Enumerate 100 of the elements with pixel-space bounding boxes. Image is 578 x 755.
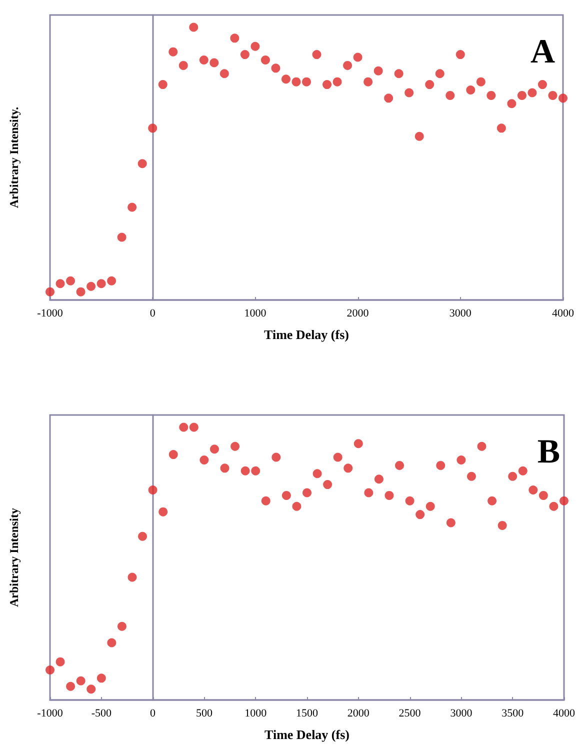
point [86, 282, 96, 291]
point [148, 124, 158, 133]
point [200, 456, 209, 464]
point [302, 488, 312, 498]
point [240, 50, 250, 60]
point [76, 287, 86, 296]
point [96, 674, 106, 683]
point [517, 90, 526, 100]
point [179, 422, 188, 432]
point [354, 439, 363, 448]
point [138, 159, 147, 168]
x-tick-label: -500 [91, 708, 112, 720]
point [507, 99, 516, 108]
point [189, 22, 198, 32]
point [364, 77, 373, 86]
point [128, 572, 137, 582]
point [56, 279, 65, 288]
x-tick-label: 1000 [244, 308, 267, 320]
point [117, 622, 126, 631]
x-tick-label: 0 [150, 308, 156, 320]
x-tick-label: 3000 [449, 308, 472, 320]
point [394, 69, 404, 78]
point [344, 464, 353, 473]
point [240, 466, 250, 476]
point [46, 287, 54, 296]
point [261, 496, 270, 506]
point [456, 456, 466, 464]
point [466, 86, 476, 94]
point [210, 58, 219, 68]
x-tick-label: 500 [196, 708, 213, 720]
point [323, 480, 332, 490]
point [220, 69, 229, 78]
point [560, 496, 568, 506]
point [384, 490, 394, 500]
point [343, 60, 352, 70]
point [272, 452, 281, 462]
point [414, 132, 424, 141]
point [158, 507, 168, 516]
point [66, 682, 76, 691]
x-tick-label: 2500 [398, 708, 422, 720]
point [86, 684, 96, 694]
point [271, 64, 280, 73]
point [56, 657, 65, 666]
point [199, 56, 208, 64]
point [96, 279, 106, 288]
point [292, 502, 302, 511]
point [260, 56, 270, 64]
point [488, 496, 497, 506]
x-tick-label: 3500 [502, 708, 524, 720]
point [230, 34, 240, 43]
point [416, 510, 425, 520]
point [405, 496, 414, 506]
point [404, 88, 414, 98]
point [282, 490, 291, 500]
point [528, 486, 538, 494]
point [332, 77, 342, 86]
point [312, 50, 322, 60]
point [168, 450, 178, 460]
point [353, 52, 362, 62]
x-axis-title: Time Delay (fs) [264, 727, 350, 742]
point [538, 490, 548, 500]
point [322, 80, 332, 90]
point [477, 442, 486, 451]
point [549, 502, 558, 511]
x-tick-label: 0 [150, 708, 156, 720]
point [425, 80, 434, 90]
point [456, 50, 465, 60]
point [496, 124, 506, 133]
point [210, 444, 219, 454]
point [168, 47, 178, 56]
x-tick-label: 4000 [552, 308, 574, 320]
point [178, 60, 188, 70]
point [446, 90, 455, 100]
point [281, 74, 290, 84]
point [558, 94, 568, 103]
y-axis-title: Arbitrary Intensity. [7, 106, 21, 208]
point [250, 42, 260, 51]
point [395, 460, 404, 470]
point [538, 80, 547, 90]
point [498, 520, 507, 530]
point [302, 77, 311, 86]
point [76, 676, 86, 686]
y-axis-title: Arbitrary Intensity [7, 508, 21, 607]
annotation: B [537, 434, 560, 470]
point [548, 90, 558, 100]
point [518, 466, 528, 476]
x-tick-label: -1000 [37, 708, 64, 720]
point [374, 474, 384, 484]
point [374, 66, 383, 76]
x-tick-label: 4000 [553, 708, 576, 720]
x-tick-label: -1000 [37, 308, 64, 320]
point [426, 502, 435, 511]
point [528, 88, 537, 98]
x-tick-label: 2000 [346, 308, 370, 320]
point [158, 80, 168, 90]
point [476, 77, 486, 86]
point [486, 90, 496, 100]
point [292, 77, 301, 86]
point [189, 422, 198, 432]
point [117, 232, 126, 242]
